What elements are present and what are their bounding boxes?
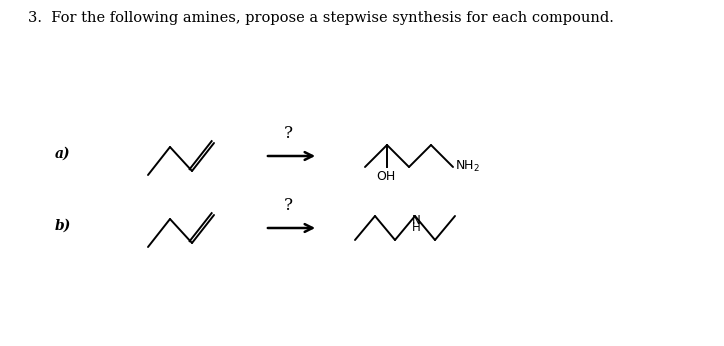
Text: ?: ? xyxy=(284,198,292,215)
Text: b): b) xyxy=(55,219,72,233)
Text: ?: ? xyxy=(284,126,292,143)
Text: 3.  For the following amines, propose a stepwise synthesis for each compound.: 3. For the following amines, propose a s… xyxy=(28,11,614,25)
Text: a): a) xyxy=(55,147,71,161)
Text: H: H xyxy=(412,221,421,234)
Text: NH$_2$: NH$_2$ xyxy=(455,158,480,174)
Text: OH: OH xyxy=(376,170,395,183)
Text: N: N xyxy=(412,214,421,227)
